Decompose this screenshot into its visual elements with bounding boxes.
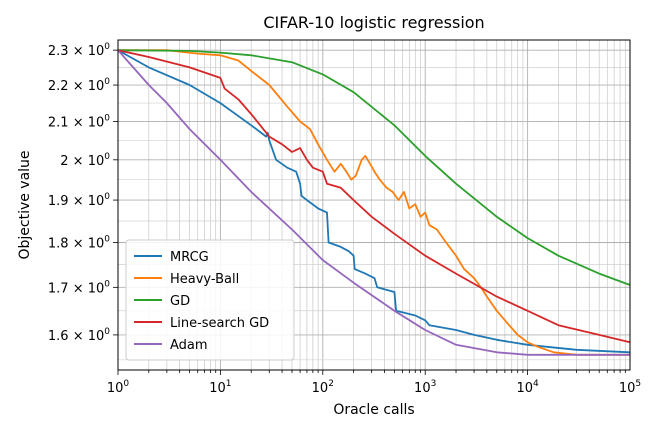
y-tick-label: 2.3 × 100 <box>48 42 110 59</box>
series-layer <box>117 49 631 356</box>
x-tick-label: 100 <box>107 379 130 396</box>
y-tick-label: 2.1 × 100 <box>48 114 110 131</box>
y-tick-label: 1.9 × 100 <box>48 192 110 209</box>
legend: MRCG Heavy-Ball GD Line-search GD Adam <box>125 239 295 361</box>
series-line-heavy-ball <box>118 49 630 356</box>
y-tick-label: 2.2 × 100 <box>48 77 110 94</box>
plot-frame <box>117 39 631 371</box>
y-tick-label: 2 × 100 <box>60 152 110 169</box>
y-tick-label: 1.8 × 100 <box>48 234 110 251</box>
chart-title: CIFAR-10 logistic regression <box>263 13 484 32</box>
x-axis-label: Oracle calls <box>333 402 414 418</box>
series-line-line-search-gd <box>117 49 631 344</box>
y-tick-label: 1.7 × 100 <box>48 279 110 296</box>
x-tick-label: 102 <box>312 379 334 396</box>
y-tick-label: 1.6 × 100 <box>48 327 110 344</box>
series-line-adam <box>117 49 630 356</box>
y-axis-label: Objective value <box>17 150 33 259</box>
legend-label-adam: Adam <box>170 338 208 353</box>
legend-label-mrcg: MRCG <box>170 250 209 265</box>
legend-label-gd: GD <box>170 294 190 309</box>
series-line-gd <box>117 49 631 286</box>
legend-box <box>125 239 295 361</box>
x-tick-label: 105 <box>619 379 641 396</box>
legend-label-line-search-gd: Line-search GD <box>170 316 269 331</box>
legend-label-heavy-ball: Heavy-Ball <box>170 272 239 287</box>
x-tick-label: 103 <box>414 379 436 396</box>
x-tick-label: 104 <box>516 379 539 396</box>
x-tick-label: 101 <box>209 379 231 396</box>
